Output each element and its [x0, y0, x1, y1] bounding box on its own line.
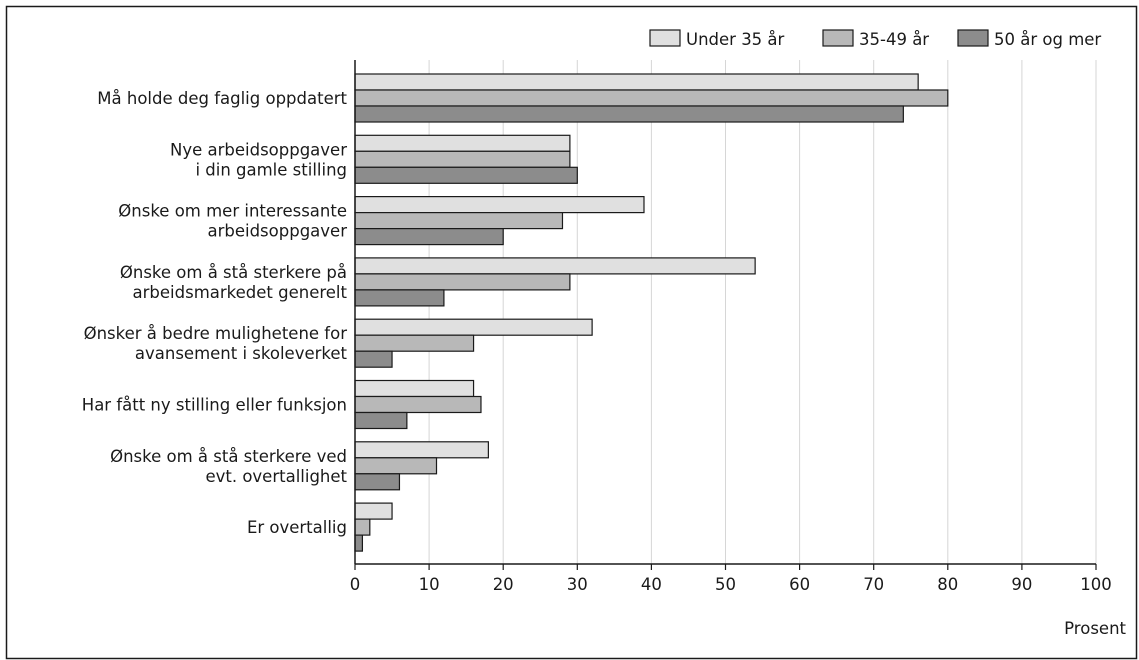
bar-35-49: [354, 273, 571, 291]
bar-under-35: [354, 318, 593, 336]
bar-50-plus: [354, 350, 393, 368]
legend-label: 50 år og mer: [994, 30, 1101, 49]
legend: Under 35 år 35-49 år 50 år og mer: [649, 29, 1101, 49]
bar-under-35: [354, 441, 489, 459]
category-label: arbeidsmarkedet generelt: [133, 283, 348, 302]
category-label: Har fått ny stilling eller funksjon: [82, 396, 347, 415]
bar-50-plus: [354, 411, 408, 430]
x-tick-label: 30: [567, 575, 588, 594]
x-tick-label: 70: [863, 575, 884, 594]
bar-50-plus: [354, 105, 904, 123]
bar-50-plus: [354, 473, 401, 491]
x-axis: 0 10 20 30 40 50 60 70 80 90 100 Prosent: [350, 60, 1127, 638]
bar-under-35: [354, 257, 756, 275]
category-labels: Må holde deg faglig oppdatert Nye arbeids…: [82, 89, 348, 537]
legend-label: 35-49 år: [859, 30, 929, 49]
bar-under-35: [354, 134, 571, 152]
bar-50-plus: [354, 289, 445, 307]
x-axis-label: Prosent: [1064, 619, 1126, 638]
category-label: Nye arbeidsoppgaver: [170, 140, 347, 159]
bar-under-35: [354, 379, 475, 398]
bar-35-49: [354, 334, 475, 352]
x-tick-label: 90: [1011, 575, 1032, 594]
bar-50-plus: [354, 166, 578, 184]
legend-swatch: [957, 29, 989, 47]
category-label: Ønske om å stå sterkere ved: [110, 447, 347, 466]
category-label: arbeidsoppgaver: [207, 222, 347, 241]
bar-under-35: [354, 73, 919, 91]
bar-35-49: [354, 518, 371, 536]
bar-35-49: [354, 89, 949, 107]
x-tick-label: 0: [350, 575, 361, 594]
category-label: i din gamle stilling: [195, 160, 347, 179]
bars: [354, 73, 949, 552]
bar-50-plus: [354, 228, 504, 246]
bar-35-49: [354, 212, 564, 230]
category-label: Må holde deg faglig oppdatert: [97, 89, 347, 108]
category-label: Ønske om å stå sterkere på: [120, 263, 347, 282]
bar-35-49: [354, 150, 571, 168]
x-tick-label: 100: [1080, 575, 1112, 594]
x-tick-label: 80: [937, 575, 958, 594]
category-label: Ønske om mer interessante: [118, 202, 347, 221]
legend-swatch: [649, 29, 681, 47]
legend-label: Under 35 år: [686, 30, 785, 49]
category-label: Er overtallig: [247, 518, 347, 537]
x-tick-label: 40: [641, 575, 662, 594]
bar-35-49: [354, 395, 482, 414]
x-tick-label: 20: [493, 575, 514, 594]
bar-50-plus: [354, 534, 364, 552]
legend-swatch: [822, 29, 854, 47]
category-label: avansement i skoleverket: [135, 344, 348, 363]
x-tick-label: 10: [419, 575, 440, 594]
x-tick-label: 50: [715, 575, 736, 594]
bar-35-49: [354, 457, 438, 475]
category-label: Ønsker å bedre mulighetene for: [84, 324, 348, 343]
bar-under-35: [354, 502, 393, 520]
bar-under-35: [354, 196, 645, 214]
x-tick-label: 60: [789, 575, 810, 594]
category-label: evt. overtallighet: [205, 467, 347, 486]
